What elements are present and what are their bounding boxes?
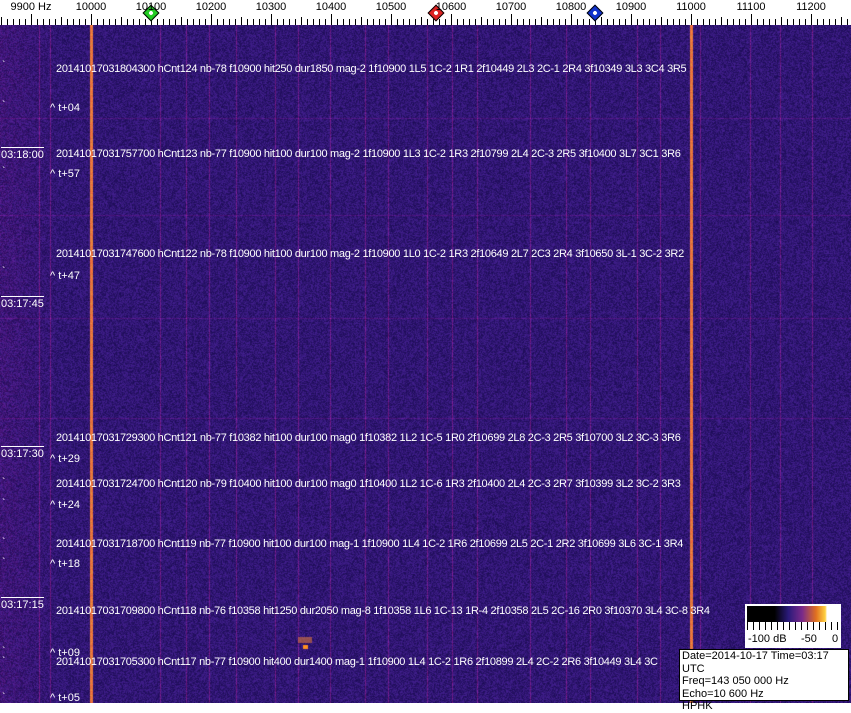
info-box: Date=2014-10-17 Time=03:17 UTC Freq=143 … — [679, 649, 849, 712]
axis-tick-label: 11000 — [676, 1, 706, 13]
relative-time: ^ t+29 — [50, 453, 80, 465]
legend-ticks — [747, 622, 839, 630]
axis-tick-label: 10500 — [375, 1, 407, 13]
axis-tick-label: 10900 — [615, 1, 647, 13]
relative-time: ^ t+05 — [50, 692, 80, 704]
time-label: 03:17:15 — [1, 597, 44, 611]
event-mark: ` — [2, 100, 6, 111]
date-time: Date=2014-10-17 Time=03:17 UTC — [682, 650, 829, 675]
axis-tick-label: 10800 — [555, 1, 587, 13]
detection-line: 20141017031804300 hCnt124 nb-78 f10900 h… — [56, 63, 687, 75]
legend-label: -50 — [801, 633, 817, 645]
frequency: Freq=143 050 000 Hz — [682, 675, 789, 687]
axis-tick-label: 10600 — [435, 1, 467, 13]
detection-line: 20141017031747600 hCnt122 nb-78 f10900 h… — [56, 248, 684, 260]
detection-line: 20141017031718700 hCnt119 nb-77 f10900 h… — [56, 538, 684, 550]
echo-frequency: Echo=10 600 Hz — [682, 687, 764, 700]
axis-tick-label: 10000 — [75, 1, 107, 13]
event-mark: ` — [2, 557, 6, 568]
axis-tick-label: 10200 — [195, 1, 227, 13]
relative-time: ^ t+57 — [50, 168, 80, 180]
color-gradient — [747, 606, 839, 622]
relative-time: ^ t+09 — [50, 647, 80, 659]
detection-line: 20141017031709800 hCnt118 nb-76 f10358 h… — [56, 605, 710, 617]
detection-line: 20141017031729300 hCnt121 nb-77 f10382 h… — [56, 432, 681, 444]
axis-tick-label: 10700 — [495, 1, 527, 13]
time-label: 03:17:45 — [1, 296, 44, 310]
detection-line: 20141017031724700 hCnt120 nb-79 f10400 h… — [56, 478, 681, 490]
relative-time: ^ t+04 — [50, 102, 80, 114]
event-mark: ` — [2, 266, 6, 277]
event-mark: ` — [2, 656, 6, 667]
relative-time: ^ t+18 — [50, 558, 80, 570]
axis-unit-label: 9900 Hz — [10, 1, 52, 13]
event-mark: ` — [2, 692, 6, 703]
frequency-axis: 9900 Hz 10000 10100 10200 10300 10400 10500 10… — [0, 0, 851, 25]
legend-label: 0 — [832, 633, 839, 645]
detection-line: 20141017031757700 hCnt123 nb-77 f10900 h… — [56, 148, 681, 160]
time-label: 03:18:00 — [1, 147, 44, 161]
spectrogram-waterfall[interactable] — [0, 25, 851, 703]
event-mark: ` — [2, 477, 6, 488]
event-mark: ` — [2, 498, 6, 509]
legend-label: -100 dB — [748, 633, 787, 645]
axis-tick-label: 11100 — [736, 1, 766, 13]
relative-time: ^ t+47 — [50, 270, 80, 282]
time-label: 03:17:30 — [1, 446, 44, 460]
station-name: HPHK — [682, 700, 713, 712]
axis-tick-label: 10300 — [255, 1, 287, 13]
detection-line: 20141017031705300 hCnt117 nb-77 f10900 h… — [56, 656, 658, 668]
axis-tick-label: 11200 — [796, 1, 826, 13]
event-mark: ` — [2, 646, 6, 657]
axis-tick-label: 10400 — [315, 1, 347, 13]
event-mark: ` — [2, 60, 6, 71]
event-mark: ` — [2, 166, 6, 177]
axis-tick-label: 10100 — [135, 1, 167, 13]
event-mark: ` — [2, 537, 6, 548]
color-scale-legend: -100 dB -50 0 — [745, 604, 841, 648]
relative-time: ^ t+24 — [50, 499, 80, 511]
axis-ticks — [1, 14, 848, 25]
